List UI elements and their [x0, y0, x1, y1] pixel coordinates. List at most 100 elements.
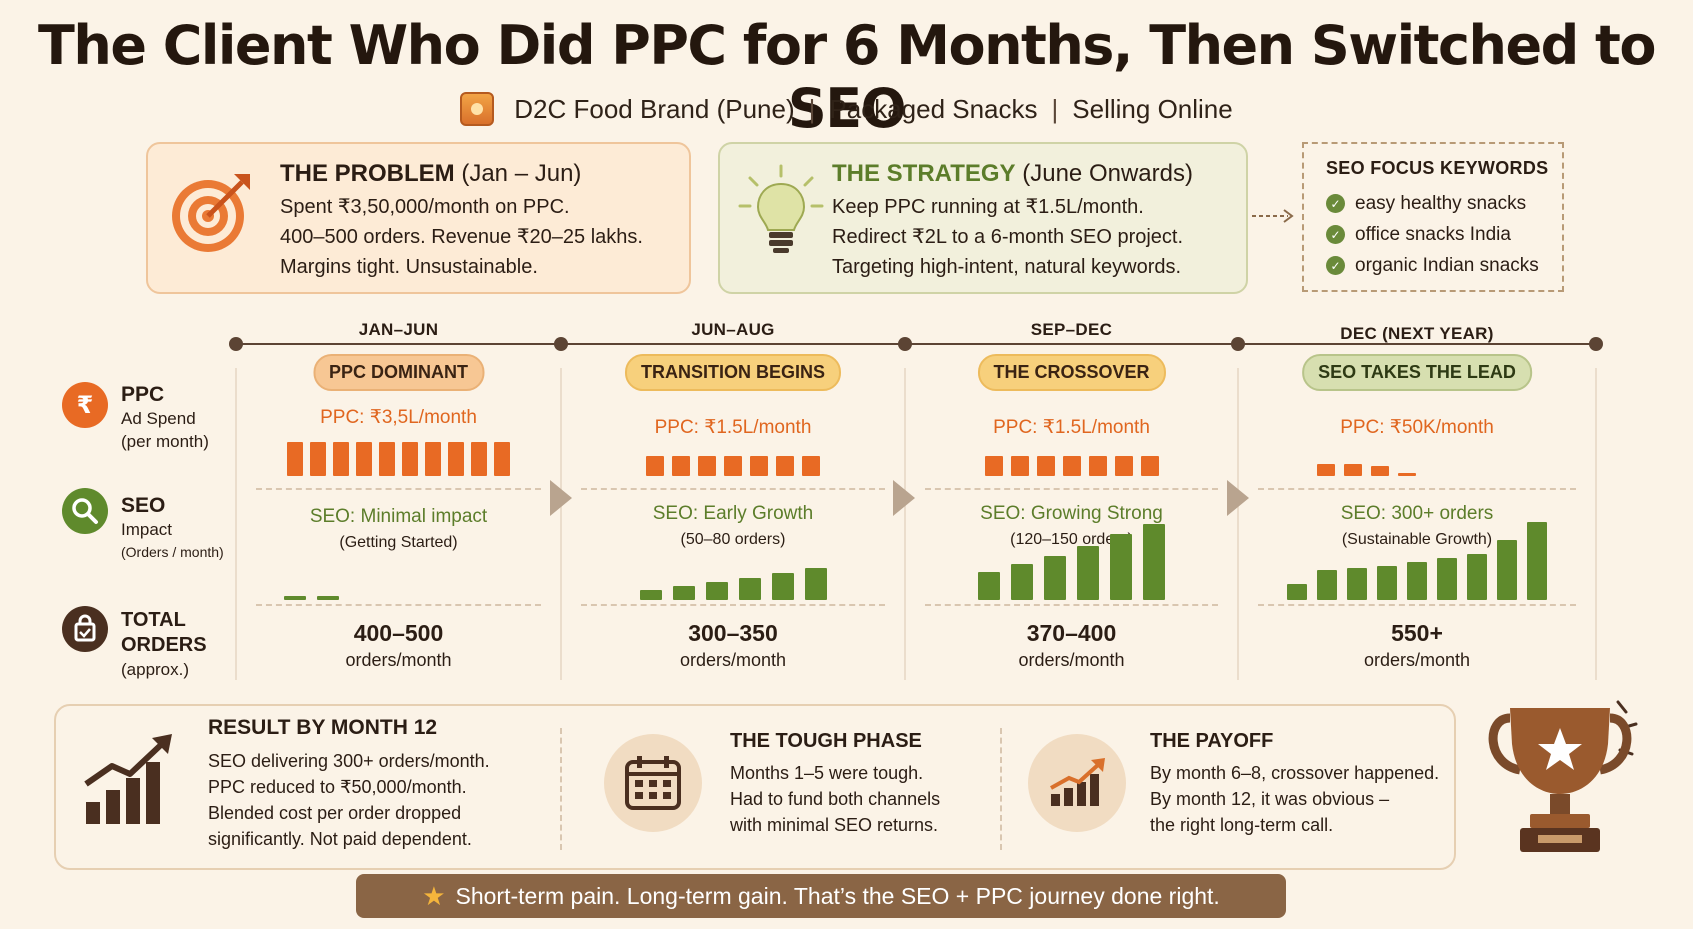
row-divider [581, 604, 885, 606]
ppc-bar [1088, 455, 1107, 476]
strategy-line: Redirect ₹2L to a 6-month SEO project. [832, 226, 1184, 248]
ppc-bar [646, 455, 664, 476]
keyword-text: office snacks India [1355, 223, 1511, 245]
subtitle: D2C Food Brand (Pune) | Packaged Snacks … [0, 92, 1693, 126]
seo-bar [1347, 568, 1367, 600]
seo-bar [1527, 522, 1547, 600]
ppc-bar [776, 455, 794, 476]
total-orders-unit: orders/month [1018, 650, 1125, 670]
dashed-arrow-icon [1252, 209, 1294, 223]
problem-line: Spent ₹3,50,000/month on PPC. [280, 196, 570, 218]
seo-impact-sub: (50–80 orders) [680, 531, 786, 548]
tough-line: with minimal SEO returns. [730, 815, 939, 835]
ppc-bar [672, 455, 690, 476]
legend-ppc-sub: Ad Spend [121, 409, 196, 428]
growth-chart-icon [84, 734, 172, 824]
seo-bar [1110, 534, 1132, 600]
ppc-bar [984, 455, 1003, 476]
ppc-bar [1036, 455, 1055, 476]
divider [560, 728, 562, 850]
phase-pill: SEO TAKES THE LEAD [1302, 354, 1532, 391]
problem-card: THE PROBLEM (Jan – Jun) Spent ₹3,50,000/… [146, 142, 691, 294]
ppc-bar [448, 442, 464, 476]
keyword-text: organic Indian snacks [1355, 254, 1539, 276]
ppc-bar [333, 442, 349, 476]
ppc-bar [1010, 455, 1029, 476]
seo-bar [639, 590, 662, 600]
payoff-line: the right long-term call. [1150, 815, 1334, 835]
page-title: The Client Who Did PPC for 6 Months, The… [38, 14, 1656, 140]
ppc-bar [1062, 455, 1081, 476]
tough-line: Had to fund both channels [730, 789, 941, 809]
divider [1000, 728, 1002, 850]
ppc-bar [1398, 473, 1416, 476]
subtitle-brand: D2C Food Brand (Pune) [514, 93, 795, 124]
ppc-spend-label: PPC: ₹1.5L/month [993, 417, 1150, 438]
result-line: PPC reduced to ₹50,000/month. [208, 777, 467, 797]
keyword-item: ✓ office snacks India [1326, 219, 1539, 250]
keyword-item: ✓ organic Indian snacks [1326, 250, 1539, 281]
ppc-spend-label: PPC: ₹3,5L/month [320, 407, 477, 428]
result-line: SEO delivering 300+ orders/month. [208, 751, 490, 771]
legend-total-sub: (approx.) [121, 660, 190, 679]
result-line: Blended cost per order dropped [208, 803, 462, 823]
seo-bar [705, 582, 728, 600]
total-orders-unit: orders/month [345, 650, 452, 670]
phase-date: JUN–AUG [691, 320, 775, 339]
seo-bar [1044, 556, 1066, 600]
ppc-bar [310, 442, 326, 476]
problem-title: THE PROBLEM [280, 160, 455, 187]
shopping-bag-icon [62, 606, 108, 652]
ppc-bar [1114, 455, 1133, 476]
seo-bar [1377, 566, 1397, 600]
trophy-icon [1488, 700, 1638, 852]
timeline-line [229, 337, 1603, 351]
footer-banner: ★ Short-term pain. Long-term gain. That’… [356, 874, 1286, 918]
ppc-bar [379, 442, 395, 476]
seo-bar [738, 577, 761, 600]
ppc-bar [1140, 455, 1159, 476]
subtitle-channel: Selling Online [1072, 93, 1233, 124]
search-icon [62, 488, 108, 534]
total-orders-value: 300–350 [688, 620, 778, 646]
legend-ppc-sub: (per month) [121, 432, 209, 451]
ppc-bar [494, 442, 510, 476]
payoff-line: By month 6–8, crossover happened. [1150, 763, 1440, 783]
subtitle-category: Packaged Snacks [829, 93, 1038, 124]
seo-impact-label: SEO: Minimal impact [309, 506, 488, 527]
ppc-bar [750, 455, 768, 476]
subtitle-separator: | [808, 93, 816, 124]
calendar-icon [604, 734, 702, 832]
strategy-title: THE STRATEGY [832, 160, 1016, 187]
ppc-bar [724, 455, 742, 476]
problem-line: 400–500 orders. Revenue ₹20–25 lakhs. [280, 226, 643, 248]
seo-bar [1143, 524, 1165, 600]
ppc-bar [802, 455, 820, 476]
seo-bar [1497, 540, 1517, 600]
total-orders-unit: orders/month [679, 650, 787, 670]
phase-pill: PPC DOMINANT [313, 354, 484, 391]
seo-bar [978, 572, 1000, 600]
phase-pill: TRANSITION BEGINS [624, 354, 842, 391]
seo-impact-label: SEO: 300+ orders [1340, 503, 1494, 524]
problem-heading: THE PROBLEM (Jan – Jun) [280, 160, 581, 188]
result-line: significantly. Not paid dependent. [208, 829, 472, 849]
row-divider [925, 604, 1218, 606]
seo-impact-sub: (Getting Started) [339, 534, 458, 551]
seo-bar [1011, 564, 1033, 600]
trend-up-icon [1028, 734, 1126, 832]
legend-seo-sub: Impact [121, 520, 173, 539]
keywords-title: SEO FOCUS KEYWORDS [1326, 158, 1549, 178]
ppc-bar [402, 442, 418, 476]
ppc-bar [356, 442, 372, 476]
row-divider [256, 488, 541, 490]
row-divider [581, 488, 885, 490]
rupee-icon: ₹ [62, 382, 108, 428]
ppc-bar [698, 455, 716, 476]
phase-separators [235, 368, 1597, 680]
ppc-bar [1371, 465, 1389, 476]
ppc-bar [1317, 464, 1335, 476]
seo-bar [1317, 569, 1337, 600]
seo-bar [1407, 561, 1427, 600]
seo-bar [1077, 545, 1099, 600]
